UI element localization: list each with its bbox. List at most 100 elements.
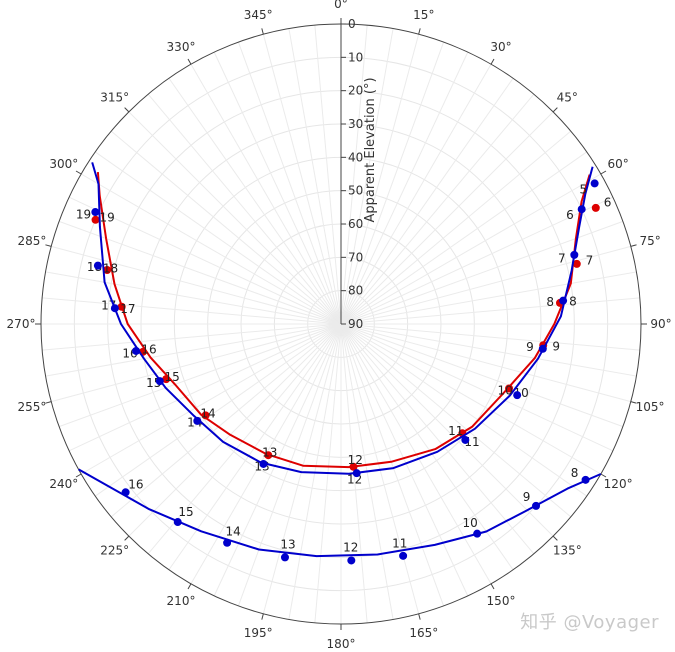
grid-spoke [128,323,342,537]
data-point [103,266,112,275]
radial-tick-label: 20 [348,84,363,98]
grid-spoke [340,111,554,325]
grid-spoke [340,51,469,325]
angular-tick [187,583,192,590]
angular-tick-label: 195° [244,626,273,640]
grid-spoke [237,41,342,325]
grid-spoke [110,323,342,518]
angular-tick [75,473,82,478]
radial-tick-label: 80 [348,284,363,298]
data-label: 9 [526,340,534,354]
data-point [590,179,599,188]
data-point [399,551,408,560]
radial-tick-label: 10 [348,50,363,64]
data-label: 14 [200,407,215,421]
data-label: 8 [571,466,579,480]
data-point [132,346,141,355]
grid-spoke [340,63,492,325]
angular-tick-label: 225° [100,543,129,557]
angular-tick-label: 270° [7,317,36,331]
grid-spoke [340,151,588,325]
angular-tick [45,244,52,247]
data-label: 9 [523,490,531,504]
radial-tick-label: 0 [348,17,356,31]
data-label: 8 [569,295,577,309]
grid-spoke [94,151,342,325]
angular-tick-label: 120° [604,477,633,491]
data-point [532,501,541,510]
angular-tick-label: 300° [49,157,78,171]
angular-tick-label: 315° [100,91,129,105]
grid-spoke [340,28,394,325]
watermark: 知乎 @Voyager [520,612,659,633]
grid-spoke [340,271,637,325]
data-label: 12 [343,540,358,554]
grid-spoke [147,323,342,555]
angular-tick [261,613,264,620]
angular-tick [75,170,82,175]
grid-spoke [110,130,342,325]
data-label: 18 [103,262,118,276]
series-line [91,162,594,475]
grid-spoke [51,245,342,325]
grid-spoke [42,323,342,351]
angular-tick-label: 150° [487,594,516,608]
grid-spoke [213,51,342,325]
data-label: 7 [586,254,594,268]
data-label: 17 [120,302,135,316]
grid-spoke [340,77,514,325]
data-point [538,344,547,353]
angular-tick [552,107,558,113]
data-label: 15 [178,505,193,519]
grid-spoke [68,323,342,452]
grid-spoke [340,297,640,325]
angular-tick-label: 30° [490,40,511,54]
series-2: 8 9 10 11 12 13 14 15 16 [78,466,602,565]
angular-tick [45,401,52,404]
data-point [461,435,470,444]
data-point [91,208,100,217]
angular-tick-label: 345° [244,8,273,22]
data-point [117,302,126,311]
angular-tick-label: 90° [650,317,671,331]
grid-spoke [340,41,445,325]
angular-tick-label: 45° [557,91,578,105]
grid-spoke [314,25,342,325]
data-point [347,556,356,565]
angular-tick [600,170,607,175]
data-point [581,475,590,484]
data-label: 19 [76,208,91,222]
angular-tick-label: 135° [553,543,582,557]
grid-spoke [340,323,602,475]
data-label: 6 [604,195,612,209]
grid-spoke [340,323,554,537]
data-point [572,259,581,268]
data-label: 16 [141,342,156,356]
angular-tick-label: 165° [409,626,438,640]
series-1: 56 7 8 9 10 11 12 13 14 15 16 17 18 19 [91,162,599,478]
data-label: 14 [225,524,240,538]
data-point [349,462,358,471]
radial-tick-label: 60 [348,217,363,231]
grid-spoke [51,323,342,403]
angular-tick [552,535,558,541]
angular-tick-label: 75° [639,234,660,248]
grid-spoke [340,25,368,325]
grid-spoke [45,323,342,377]
angular-tick-label: 210° [167,594,196,608]
data-label: 10 [462,516,477,530]
angular-tick-label: 255° [17,400,46,414]
data-label: 11 [392,536,407,550]
data-point [223,538,232,547]
grid-spoke [340,323,469,597]
data-point [559,296,568,305]
data-label: 16 [128,477,143,491]
grid-spoke [262,34,342,325]
radial-tick-label: 30 [348,117,363,131]
data-label: 10 [497,383,512,397]
angular-tick [630,244,637,247]
radial-tick-label: 40 [348,150,363,164]
grid-spoke [340,323,572,518]
polar-axes: 0° 15° 30° 45° 60° 75° 90° 105° 120° 135° 150° 165°… [7,0,672,651]
grid-spoke [340,93,535,325]
